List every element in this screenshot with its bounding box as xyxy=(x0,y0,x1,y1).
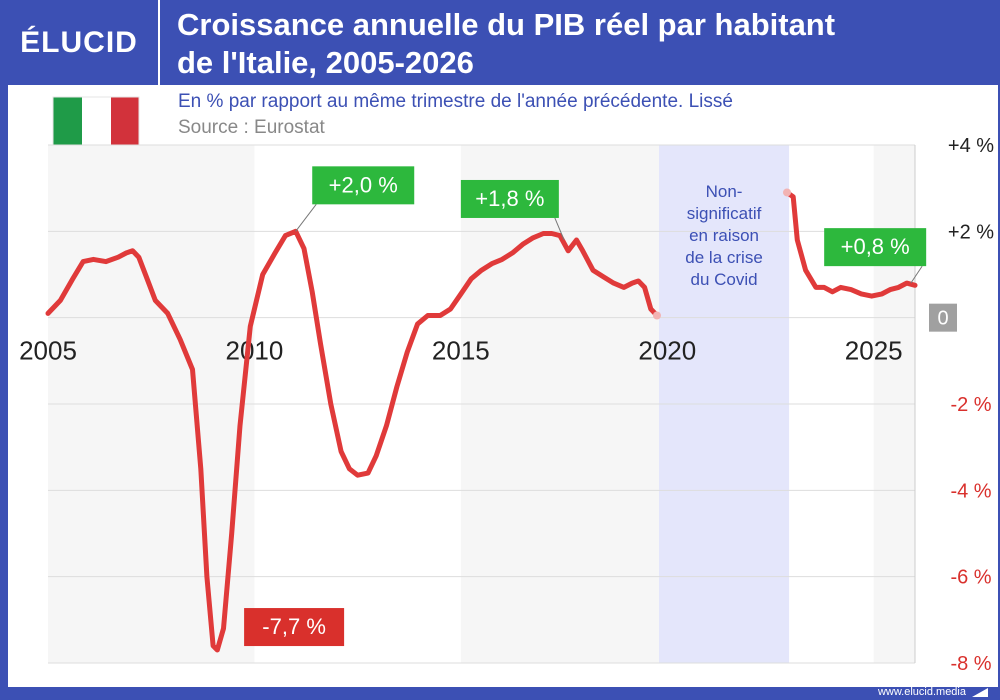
x-tick-label: 2025 xyxy=(845,336,903,366)
y-tick-label: -8 % xyxy=(950,653,991,675)
y-tick-label: +2 % xyxy=(948,221,994,243)
y-tick-label: -6 % xyxy=(950,567,991,589)
annotation-label: +0,8 % xyxy=(841,234,910,259)
header: ÉLUCID Croissance annuelle du PIB réel p… xyxy=(0,0,1000,85)
x-tick-label: 2010 xyxy=(226,336,284,366)
zero-tick-badge xyxy=(929,303,957,332)
y-tick-label: -2 % xyxy=(950,394,991,416)
gap-marker xyxy=(652,311,661,320)
chart: En % par rapport au même trimestre de l'… xyxy=(19,91,994,675)
annotation-box xyxy=(312,166,415,205)
x-tick-label: 2005 xyxy=(19,336,77,366)
x-tick-label: 2015 xyxy=(432,336,490,366)
chart-subtitle: En % par rapport au même trimestre de l'… xyxy=(178,91,733,112)
annotation-label: +2,0 % xyxy=(329,172,398,197)
y-tick-label: +4 % xyxy=(948,135,994,157)
plot-area: +4 % +2 % 0 -2 % -4 % -6 % -8 % 2005 2010 2015 202… xyxy=(19,135,994,675)
covid-note: en raison xyxy=(689,226,759,245)
annotation-leader xyxy=(554,217,565,241)
y-tick-label: -4 % xyxy=(950,480,991,502)
title-line-2: de l'Italie, 2005-2026 xyxy=(177,45,474,80)
annotation-box xyxy=(244,608,345,647)
x-tick-label: 2020 xyxy=(638,336,696,366)
footer-url[interactable]: www.elucid.media xyxy=(877,686,966,698)
title-line-1: Croissance annuelle du PIB réel par habi… xyxy=(177,7,836,42)
y-tick-label: 0 xyxy=(937,308,948,330)
covid-note: de la crise xyxy=(685,248,762,267)
annotation-leader xyxy=(295,204,317,232)
brand-mark-icon xyxy=(972,688,988,697)
annotation-label: -7,7 % xyxy=(262,614,326,639)
page-title: Croissance annuelle du PIB réel par habi… xyxy=(177,6,987,82)
covid-note: du Covid xyxy=(690,270,757,289)
series-line xyxy=(45,228,660,653)
annotation-label: +1,8 % xyxy=(475,186,544,211)
series-line xyxy=(784,190,918,299)
chart-panel: En % par rapport au même trimestre de l'… xyxy=(8,85,998,687)
covid-note: Non- xyxy=(706,182,743,201)
chart-source: Source : Eurostat xyxy=(178,117,326,138)
annotation-leader xyxy=(910,265,923,284)
annotation-box xyxy=(460,179,559,218)
annotation-box xyxy=(824,228,927,267)
italy-flag-icon xyxy=(52,96,140,150)
brand-logo[interactable]: ÉLUCID xyxy=(0,0,160,85)
gap-marker xyxy=(783,188,792,197)
covid-note: significatif xyxy=(687,204,762,223)
